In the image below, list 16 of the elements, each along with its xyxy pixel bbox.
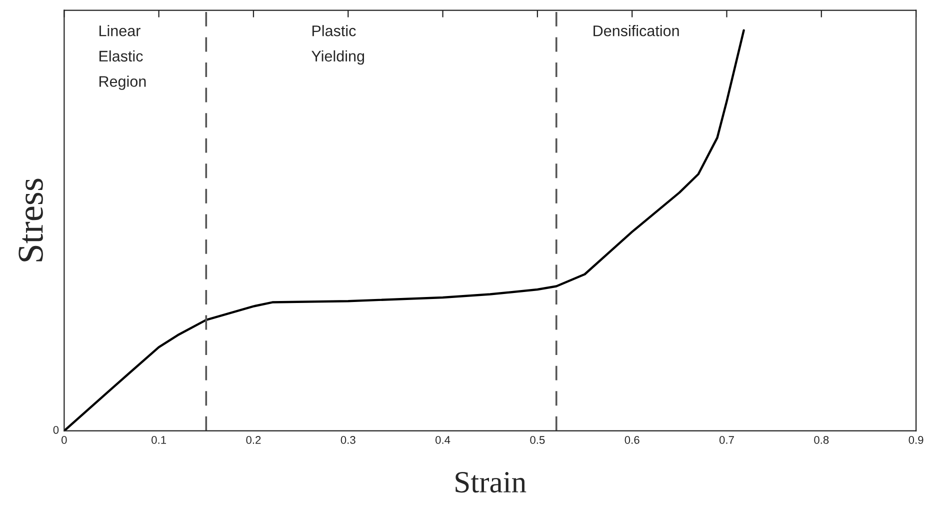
x-tick-label: 0.6	[624, 436, 640, 444]
x-tick-label: 0.1	[152, 436, 166, 444]
x-tick-label: 0	[62, 436, 67, 444]
x-tick-label: 0.3	[340, 436, 356, 444]
text: 0	[53, 426, 59, 434]
x-tick-label: 0.4	[435, 436, 450, 444]
x-tick-label: 0.8	[814, 436, 829, 444]
x-tick-label: 0.2	[246, 436, 261, 444]
annotation: Plastic Yielding	[312, 25, 364, 65]
annotation: Linear Elastic Region	[100, 25, 146, 90]
x-tick-label: 0.7	[719, 436, 734, 444]
y-axis-title: Stress	[18, 178, 43, 262]
annotation: Densification	[594, 25, 679, 36]
x-tick-label: 0.5	[530, 436, 545, 444]
x-tick-label: 0.9	[908, 436, 924, 444]
x-axis-title: Strain	[456, 472, 526, 493]
